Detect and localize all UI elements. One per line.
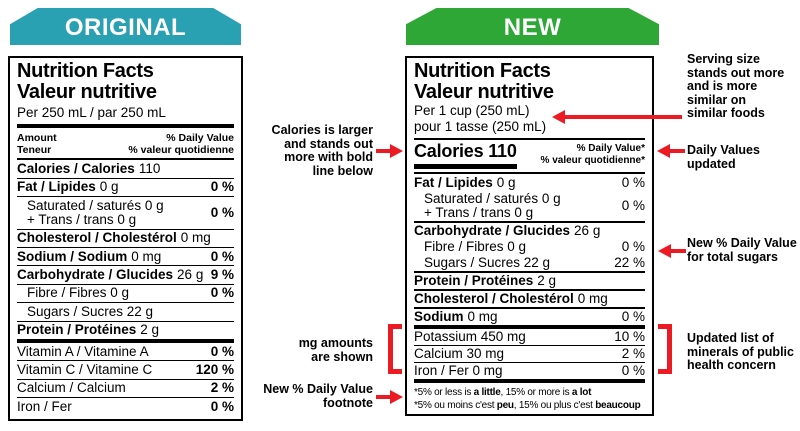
note-minerals-list: Updated list of minerals of public health … — [687, 331, 794, 372]
separator — [17, 246, 234, 248]
mg-amounts-bracket-icon — [388, 324, 402, 374]
nutrient-row: Protein / Protéines 2 g — [414, 273, 557, 288]
note-calories-larger: Calories is larger and stands out more wit… — [271, 123, 373, 178]
sugars-arrow-icon — [658, 244, 686, 258]
new-banner-label: NEW — [503, 13, 562, 41]
footnote-arrow-icon — [376, 390, 403, 404]
serving-size-arrow-icon — [552, 110, 682, 124]
nutrient-row: Sugars / Sucres 22 g 22 % — [424, 255, 645, 270]
new-nutrition-label: Nutrition Facts Valeur nutritive Per 1 c… — [405, 56, 654, 416]
nutrient-row: Calcium / Calcium 2 % — [17, 380, 234, 396]
nutrient-row: Iron / Fer 0 mg 0 % — [414, 363, 645, 378]
original-banner-label: ORIGINAL — [64, 13, 187, 41]
new-calories-block: Calories 110 % Daily Value* % valeur quo… — [414, 140, 645, 172]
separator — [17, 378, 234, 380]
separator — [17, 124, 234, 128]
amount-column-header: Amount Teneur — [17, 132, 57, 156]
separator — [414, 138, 645, 140]
note-total-sugars-dv: New % Daily Value for total sugars — [687, 236, 797, 264]
separator — [17, 283, 234, 285]
separator — [17, 320, 234, 322]
separator — [17, 196, 234, 198]
separator — [414, 221, 645, 223]
nutrient-row: Carbohydrate / Glucides 26 g — [414, 223, 601, 238]
original-nutrition-label: Nutrition Facts Valeur nutritive Per 250… — [8, 56, 243, 421]
calories-arrow-icon — [376, 144, 403, 158]
new-banner: NEW — [406, 8, 659, 45]
separator — [414, 345, 645, 346]
separator — [17, 397, 234, 399]
original-title-en: Nutrition Facts — [17, 60, 154, 82]
original-banner: ORIGINAL — [10, 8, 241, 45]
new-serving-size-fr: pour 1 tasse (250 mL) — [414, 119, 547, 134]
nutrient-row: Cholesterol / Cholestérol 0 mg — [414, 291, 608, 306]
original-serving-size: Per 250 mL / par 250 mL — [17, 105, 166, 120]
daily-values-arrow-icon — [657, 144, 685, 158]
note-mg-amounts: mg amounts are shown — [298, 336, 373, 364]
nutrient-row: Protein / Protéines 2 g — [17, 322, 160, 338]
separator — [414, 307, 645, 309]
original-column-headers: Amount Teneur % Daily Value % valeur quo… — [17, 130, 234, 158]
note-serving-size: Serving size stands out more and is more si… — [687, 52, 785, 120]
note-daily-values-updated: Daily Values updated — [687, 143, 760, 171]
calories-bold-line — [414, 164, 517, 169]
separator — [414, 325, 645, 329]
separator — [17, 338, 234, 343]
original-title-fr: Valeur nutritive — [17, 81, 157, 103]
daily-value-column-header: % Daily Value % valeur quotidienne — [128, 132, 234, 156]
daily-value-header: % Daily Value* % valeur quotidienne* — [540, 143, 645, 166]
nutrient-row: Sodium 0 mg 0 % — [414, 309, 645, 324]
separator — [17, 228, 234, 230]
new-serving-size-en: Per 1 cup (250 mL) — [414, 103, 530, 118]
nutrient-row: Potassium 450 mg 10 % — [414, 329, 645, 344]
nutrient-row: Calcium 30 mg 2 % — [414, 346, 645, 361]
daily-value-footnote-fr: *5% ou moins c'est peu, 15% ou plus c'es… — [414, 400, 641, 411]
note-dv-footnote: New % Daily Value footnote — [263, 382, 373, 410]
separator — [414, 289, 645, 291]
nutrient-row: Vitamin C / Vitamine C 120 % — [17, 362, 234, 378]
nutrient-row: Sugars / Sucres 22 g — [27, 303, 154, 319]
new-title-en: Nutrition Facts — [414, 60, 551, 82]
nutrient-row: Saturated / saturés 0 g + Trans / trans 0… — [27, 197, 234, 227]
separator — [17, 360, 234, 362]
nutrient-row: Calories / Calories 110 — [17, 161, 161, 176]
nutrient-row: Saturated / saturés 0 g + Trans / trans 0… — [424, 191, 645, 220]
separator — [414, 379, 645, 383]
nutrient-row: Iron / Fer 0 % — [17, 398, 234, 414]
nutrient-row: Sodium / Sodium 0 mg 0 % — [17, 248, 234, 264]
separator — [414, 172, 645, 174]
separator — [414, 271, 645, 273]
calories-value: Calories 110 — [414, 142, 517, 169]
separator — [17, 158, 234, 160]
separator — [17, 302, 234, 304]
separator — [17, 177, 234, 179]
new-title-fr: Valeur nutritive — [414, 81, 554, 103]
nutrient-row: Cholesterol / Cholestérol 0 mg — [17, 230, 211, 246]
separator — [414, 362, 645, 363]
minerals-bracket-icon — [658, 324, 672, 374]
daily-value-footnote-en: *5% or less is a little, 15% or more is … — [414, 387, 592, 398]
separator — [17, 265, 234, 267]
